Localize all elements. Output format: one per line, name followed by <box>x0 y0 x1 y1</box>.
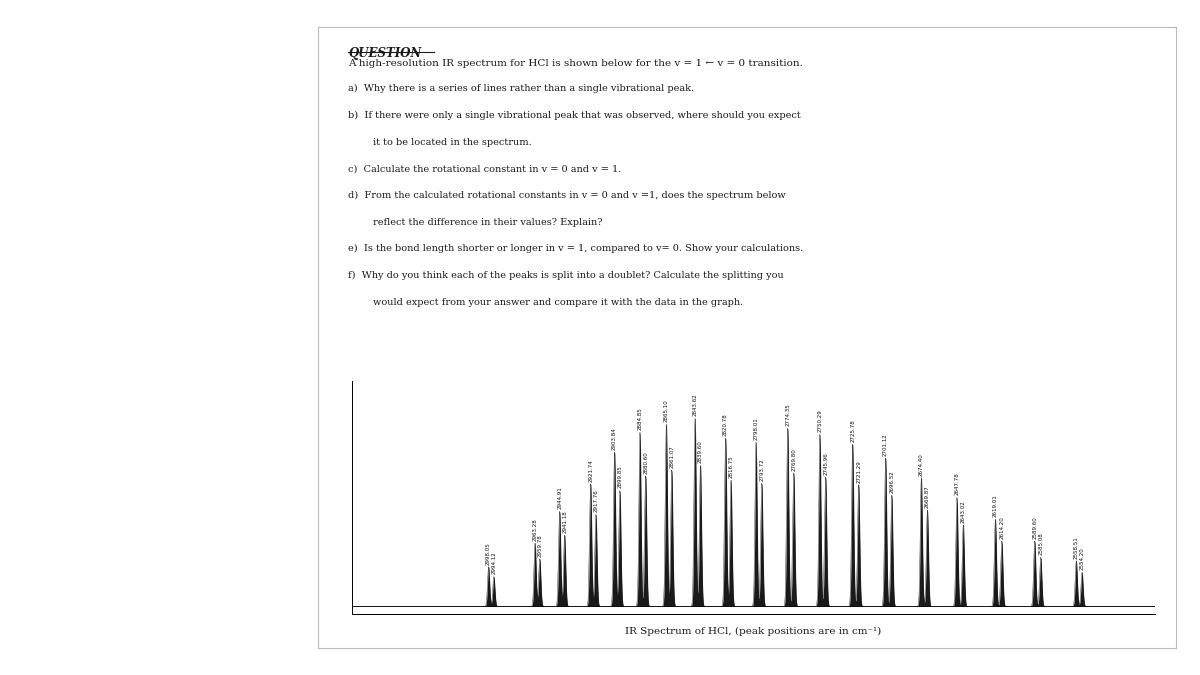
Text: 2589.60: 2589.60 <box>1032 516 1037 539</box>
Text: e)  Is the bond length shorter or longer in v = 1, compared to v= 0. Show your c: e) Is the bond length shorter or longer … <box>348 244 803 254</box>
Text: 2614.20: 2614.20 <box>1000 516 1004 539</box>
Text: 2899.85: 2899.85 <box>618 466 623 489</box>
Text: 2820.78: 2820.78 <box>724 413 728 436</box>
Text: a)  Why there is a series of lines rather than a single vibrational peak.: a) Why there is a series of lines rather… <box>348 84 694 93</box>
Text: 2696.52: 2696.52 <box>889 470 894 493</box>
Text: 2861.07: 2861.07 <box>670 445 674 468</box>
Text: IR Spectrum of HCl, (peak positions are in cm⁻¹): IR Spectrum of HCl, (peak positions are … <box>625 626 882 636</box>
Text: 2643.02: 2643.02 <box>961 500 966 522</box>
Text: 2725.78: 2725.78 <box>850 419 856 442</box>
Text: A high-resolution IR spectrum for HCl is shown below for the v = 1 ← v = 0 trans: A high-resolution IR spectrum for HCl is… <box>348 59 803 68</box>
Text: 2674.40: 2674.40 <box>919 453 924 476</box>
Text: 2998.05: 2998.05 <box>486 542 491 564</box>
Text: 2963.28: 2963.28 <box>533 518 538 541</box>
Text: 2769.80: 2769.80 <box>791 448 797 470</box>
Text: 2750.29: 2750.29 <box>817 409 822 432</box>
Text: 2585.08: 2585.08 <box>1038 533 1043 555</box>
Text: 2669.87: 2669.87 <box>925 485 930 508</box>
Text: 2816.75: 2816.75 <box>728 456 733 478</box>
Text: 2839.60: 2839.60 <box>698 441 703 463</box>
Text: 2880.60: 2880.60 <box>643 451 648 474</box>
Text: f)  Why do you think each of the peaks is split into a doublet? Calculate the sp: f) Why do you think each of the peaks is… <box>348 271 784 280</box>
Text: 2903.84: 2903.84 <box>612 427 617 450</box>
Text: 2558.51: 2558.51 <box>1074 536 1079 559</box>
Text: 2774.35: 2774.35 <box>785 404 791 426</box>
Text: 2619.01: 2619.01 <box>992 494 998 517</box>
Text: 2865.10: 2865.10 <box>664 400 668 422</box>
Text: 2701.12: 2701.12 <box>883 433 888 456</box>
Text: 2941.18: 2941.18 <box>562 510 568 533</box>
Text: 2959.78: 2959.78 <box>538 534 542 557</box>
Text: would expect from your answer and compare it with the data in the graph.: would expect from your answer and compar… <box>348 298 743 306</box>
Text: d)  From the calculated rotational constants in v = 0 and v =1, does the spectru: d) From the calculated rotational consta… <box>348 191 786 200</box>
Text: 2793.72: 2793.72 <box>760 458 764 481</box>
Text: 2554.20: 2554.20 <box>1080 547 1085 570</box>
Text: 2721.29: 2721.29 <box>856 460 862 483</box>
Text: 2884.85: 2884.85 <box>637 408 642 430</box>
Text: 2921.74: 2921.74 <box>588 459 593 481</box>
Text: c)  Calculate the rotational constant in v = 0 and v = 1.: c) Calculate the rotational constant in … <box>348 164 622 173</box>
Text: b)  If there were only a single vibrational peak that was observed, where should: b) If there were only a single vibration… <box>348 111 800 120</box>
Text: it to be located in the spectrum.: it to be located in the spectrum. <box>348 138 532 146</box>
Text: 2843.62: 2843.62 <box>692 394 697 416</box>
Text: 2798.01: 2798.01 <box>754 417 758 440</box>
Text: 2647.78: 2647.78 <box>954 472 960 495</box>
Text: 2944.91: 2944.91 <box>557 487 562 509</box>
Text: 2994.12: 2994.12 <box>491 551 497 574</box>
Text: 2917.76: 2917.76 <box>594 489 599 512</box>
Text: reflect the difference in their values? Explain?: reflect the difference in their values? … <box>348 217 602 227</box>
Text: 2745.96: 2745.96 <box>823 452 828 475</box>
Text: QUESTION: QUESTION <box>348 47 421 60</box>
